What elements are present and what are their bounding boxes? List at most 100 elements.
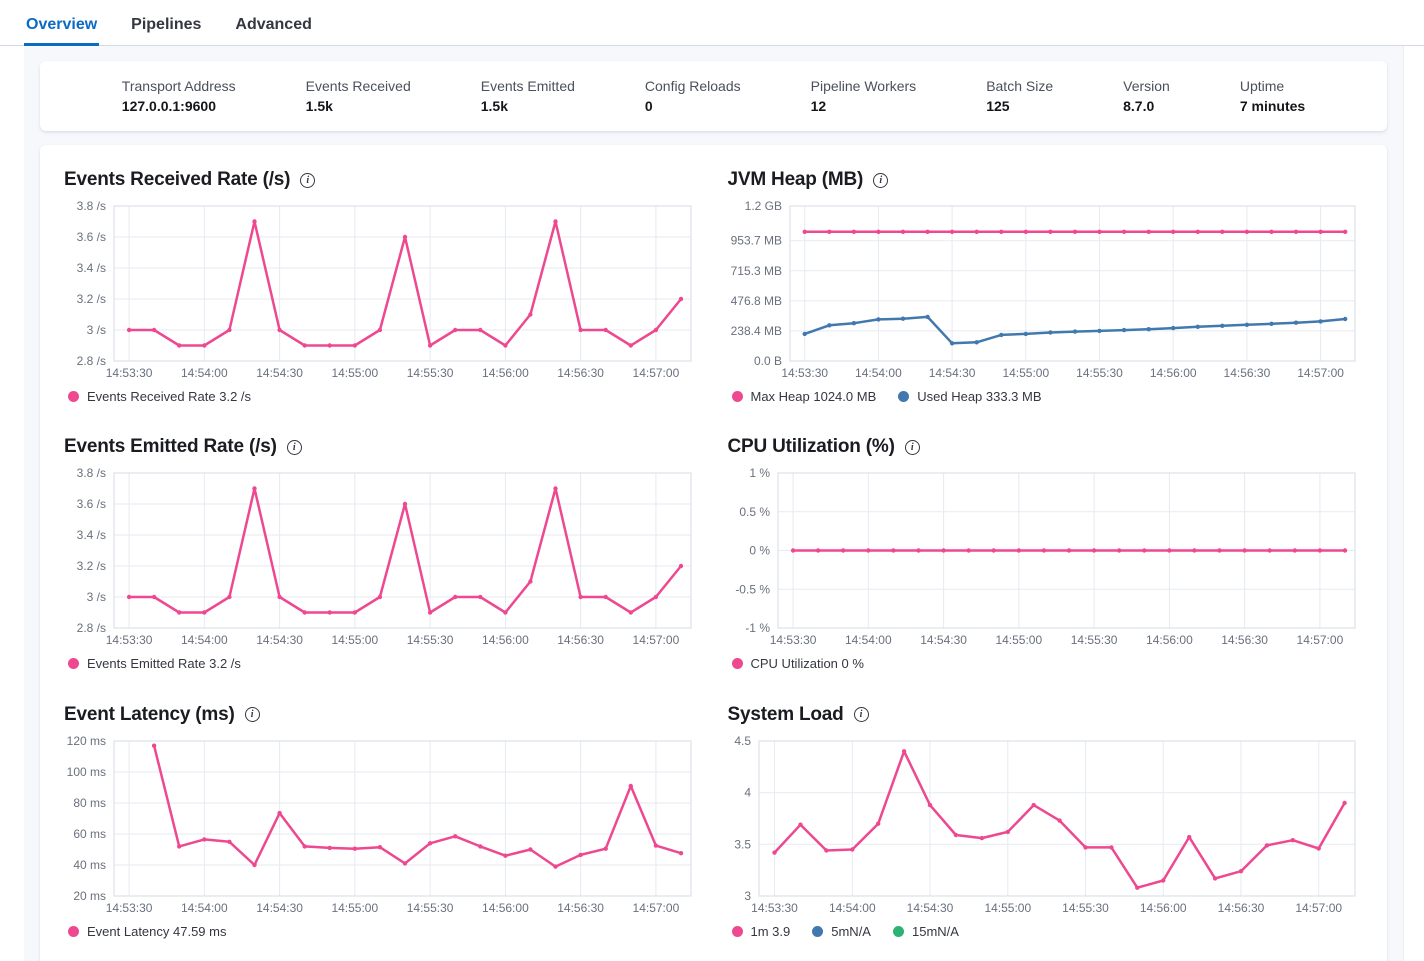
svg-text:14:57:00: 14:57:00: [633, 901, 680, 915]
svg-text:14:55:30: 14:55:30: [1076, 366, 1123, 380]
svg-text:14:54:00: 14:54:00: [844, 633, 891, 647]
chart-title: System Load: [727, 703, 844, 725]
svg-text:14:56:30: 14:56:30: [557, 901, 604, 915]
legend-dot-icon: [731, 925, 743, 937]
charts-grid: Events Received Rate (/s) i 2.8 /s 3 /s 3.2 …: [40, 145, 1387, 961]
svg-text:3.4 /s: 3.4 /s: [77, 261, 106, 275]
chart-card-cpu-utilization: CPU Utilization (%) i -1 % -0.5 % 0 % 0.5 % 1 …: [728, 436, 1364, 677]
chart-plot-event-latency[interactable]: 20 ms 40 ms 60 ms 80 ms 100 ms 120 ms 14:53:30…: [64, 734, 700, 920]
legend-dot-icon: [68, 391, 79, 402]
svg-text:14:55:00: 14:55:00: [331, 901, 378, 915]
stat-events-emitted: Events Emitted 1.5k: [481, 76, 575, 117]
info-icon[interactable]: i: [853, 707, 869, 723]
svg-text:4.5: 4.5: [734, 734, 751, 748]
chart-title: JVM Heap (MB): [727, 169, 864, 190]
svg-text:14:57:00: 14:57:00: [633, 366, 680, 380]
info-icon[interactable]: i: [904, 439, 920, 455]
scrollbar-gutter[interactable]: [1403, 46, 1424, 961]
chart-title-row: Events Received Rate (/s) i: [64, 169, 700, 191]
tab-bar: Overview Pipelines Advanced: [0, 0, 1424, 46]
chart-title: Event Latency (ms): [64, 703, 235, 725]
chart-plot-events-emitted-rate[interactable]: 2.8 /s 3 /s 3.2 /s 3.4 /s 3.6 /s 3.8 /s 14:53:…: [64, 466, 700, 652]
svg-text:14:56:00: 14:56:00: [482, 901, 529, 915]
svg-text:14:53:30: 14:53:30: [751, 901, 798, 915]
svg-text:476.8 MB: 476.8 MB: [730, 294, 781, 308]
stat-batch-size: Batch Size 125: [986, 76, 1053, 117]
svg-text:14:55:30: 14:55:30: [1062, 901, 1109, 915]
chart-plot-system-load[interactable]: 3 3.5 4 4.5 14:53:30 14:54:00 14:54:30 14:55:00…: [728, 734, 1364, 920]
chart-plot-jvm-heap[interactable]: 0.0 B 238.4 MB 476.8 MB 715.3 MB 953.7 MB 1.2…: [728, 199, 1364, 385]
chart-plot-events-received-rate[interactable]: 2.8 /s 3 /s 3.2 /s 3.4 /s 3.6 /s 3.8 /s 14:53:…: [64, 199, 700, 385]
tab-advanced[interactable]: Advanced: [235, 16, 312, 33]
stat-value: 1.5k: [305, 98, 333, 114]
svg-text:14:55:00: 14:55:00: [1002, 366, 1049, 380]
svg-text:-0.5 %: -0.5 %: [735, 583, 770, 597]
info-icon[interactable]: i: [873, 172, 889, 188]
chart-legend: Event Latency 47.59 ms: [64, 924, 700, 939]
svg-text:715.3 MB: 715.3 MB: [730, 264, 781, 278]
legend-label: 1m 3.9: [750, 923, 791, 939]
svg-text:14:55:30: 14:55:30: [407, 901, 454, 915]
legend-dot-icon: [68, 658, 79, 670]
svg-text:0.5 %: 0.5 %: [739, 505, 770, 519]
legend-label: Events Received Rate 3.2 /s: [87, 389, 252, 404]
stat-value: 12: [810, 98, 827, 114]
chart-plot-cpu-utilization[interactable]: -1 % -0.5 % 0 % 0.5 % 1 % 14:53:30 14:54:00 14:…: [728, 466, 1364, 652]
svg-text:3.5: 3.5: [734, 837, 751, 851]
legend-label: Max Heap 1024.0 MB: [750, 389, 877, 404]
svg-text:14:54:30: 14:54:30: [256, 633, 303, 647]
svg-text:3.2 /s: 3.2 /s: [77, 559, 106, 573]
svg-text:3.8 /s: 3.8 /s: [77, 199, 106, 213]
stat-value: 125: [986, 98, 1010, 114]
svg-text:14:55:00: 14:55:00: [984, 901, 1031, 915]
legend-label: CPU Utilization 0 %: [750, 656, 864, 672]
svg-text:14:54:00: 14:54:00: [828, 901, 875, 915]
legend-item-events-emitted-rate-3-2-s: Events Emitted Rate 3.2 /s: [68, 656, 241, 671]
stat-value: 0: [644, 98, 653, 114]
svg-text:40 ms: 40 ms: [73, 858, 106, 872]
chart-title: CPU Utilization (%): [727, 436, 895, 458]
svg-text:14:57:00: 14:57:00: [633, 633, 680, 647]
svg-text:14:57:00: 14:57:00: [1295, 901, 1342, 915]
svg-text:14:56:00: 14:56:00: [1139, 901, 1186, 915]
svg-text:0 %: 0 %: [749, 544, 770, 558]
svg-text:3 /s: 3 /s: [87, 590, 106, 604]
svg-text:14:55:00: 14:55:00: [995, 633, 1042, 647]
svg-text:2.8 /s: 2.8 /s: [77, 621, 106, 635]
legend-item-events-received-rate-3-2-s: Events Received Rate 3.2 /s: [68, 389, 251, 404]
svg-text:14:56:30: 14:56:30: [557, 633, 604, 647]
svg-text:14:57:00: 14:57:00: [1296, 633, 1343, 647]
svg-text:0.0 B: 0.0 B: [753, 354, 781, 368]
svg-text:14:56:00: 14:56:00: [482, 366, 529, 380]
svg-text:14:56:30: 14:56:30: [1221, 633, 1268, 647]
svg-text:3: 3: [744, 889, 751, 903]
tab-overview[interactable]: Overview: [24, 3, 100, 46]
info-icon[interactable]: i: [300, 172, 316, 188]
chart-title-row: System Load i: [728, 704, 1364, 726]
svg-text:14:56:30: 14:56:30: [1217, 901, 1264, 915]
svg-text:14:54:00: 14:54:00: [181, 633, 228, 647]
svg-text:4: 4: [744, 785, 751, 799]
svg-text:14:55:30: 14:55:30: [407, 633, 454, 647]
svg-text:120 ms: 120 ms: [67, 734, 106, 748]
tab-pipelines[interactable]: Pipelines: [131, 16, 202, 33]
legend-label: 5mN/A: [831, 923, 871, 939]
svg-text:14:53:30: 14:53:30: [106, 901, 153, 915]
chart-title-row: Events Emitted Rate (/s) i: [64, 436, 700, 458]
svg-text:2.8 /s: 2.8 /s: [77, 354, 106, 368]
legend-item-used-heap-333-3-mb: Used Heap 333.3 MB: [898, 389, 1042, 404]
svg-text:3 /s: 3 /s: [87, 323, 106, 337]
svg-text:953.7 MB: 953.7 MB: [730, 234, 781, 248]
legend-label: Event Latency 47.59 ms: [87, 923, 227, 939]
chart-title: Events Emitted Rate (/s): [64, 436, 277, 458]
stat-label: Batch Size: [986, 77, 1054, 94]
svg-text:14:54:30: 14:54:30: [256, 366, 303, 380]
stat-label: Config Reloads: [644, 77, 741, 94]
svg-text:100 ms: 100 ms: [67, 765, 106, 779]
legend-item-15mn-a: 15mN/A: [892, 924, 959, 939]
info-icon[interactable]: i: [286, 439, 302, 455]
chart-title-row: JVM Heap (MB) i: [728, 169, 1364, 191]
svg-text:14:54:30: 14:54:30: [920, 633, 967, 647]
info-icon[interactable]: i: [244, 707, 260, 723]
svg-text:14:53:30: 14:53:30: [769, 633, 816, 647]
